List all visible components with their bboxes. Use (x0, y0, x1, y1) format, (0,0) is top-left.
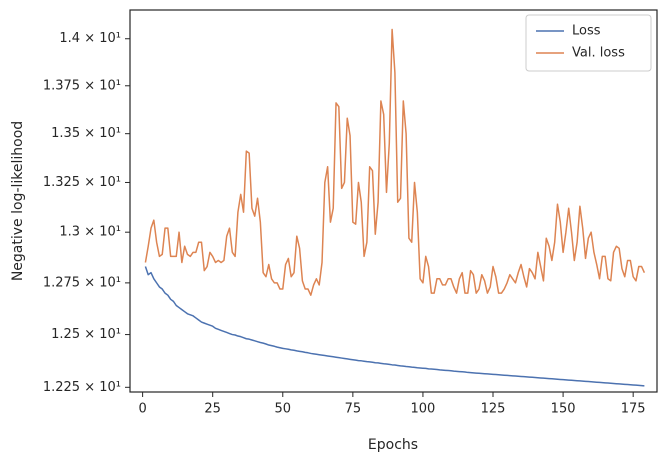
legend-box (525, 14, 652, 72)
x-tick-label: 175 (621, 402, 646, 417)
x-tick-label: 50 (275, 402, 292, 417)
y-tick-label: 1.275 × 10¹ (43, 275, 121, 290)
series-line (144, 28, 646, 296)
x-tick-label: 25 (204, 402, 221, 417)
x-tick-label: 100 (411, 402, 436, 417)
y-tick-label: 1.25 × 10¹ (51, 327, 121, 342)
y-tick-label: 1.4 × 10¹ (59, 31, 121, 46)
x-tick-label: 150 (551, 402, 576, 417)
y-tick-label: 1.375 × 10¹ (43, 78, 121, 93)
series-line (144, 266, 645, 387)
x-axis-label: Epochs (368, 437, 418, 453)
y-tick-label: 1.3 × 10¹ (59, 225, 121, 240)
x-tick-label: 0 (138, 402, 146, 417)
legend-label: Val. loss (572, 46, 625, 61)
y-tick-label: 1.225 × 10¹ (43, 380, 121, 395)
plot-frame (129, 9, 658, 393)
x-tick-label: 75 (345, 402, 362, 417)
y-axis-label: Negative log-likelihood (10, 121, 26, 281)
x-tick-label: 125 (481, 402, 506, 417)
y-tick-label: 1.325 × 10¹ (43, 175, 121, 190)
legend-label: Loss (572, 24, 601, 39)
y-tick-label: 1.35 × 10¹ (51, 126, 121, 141)
